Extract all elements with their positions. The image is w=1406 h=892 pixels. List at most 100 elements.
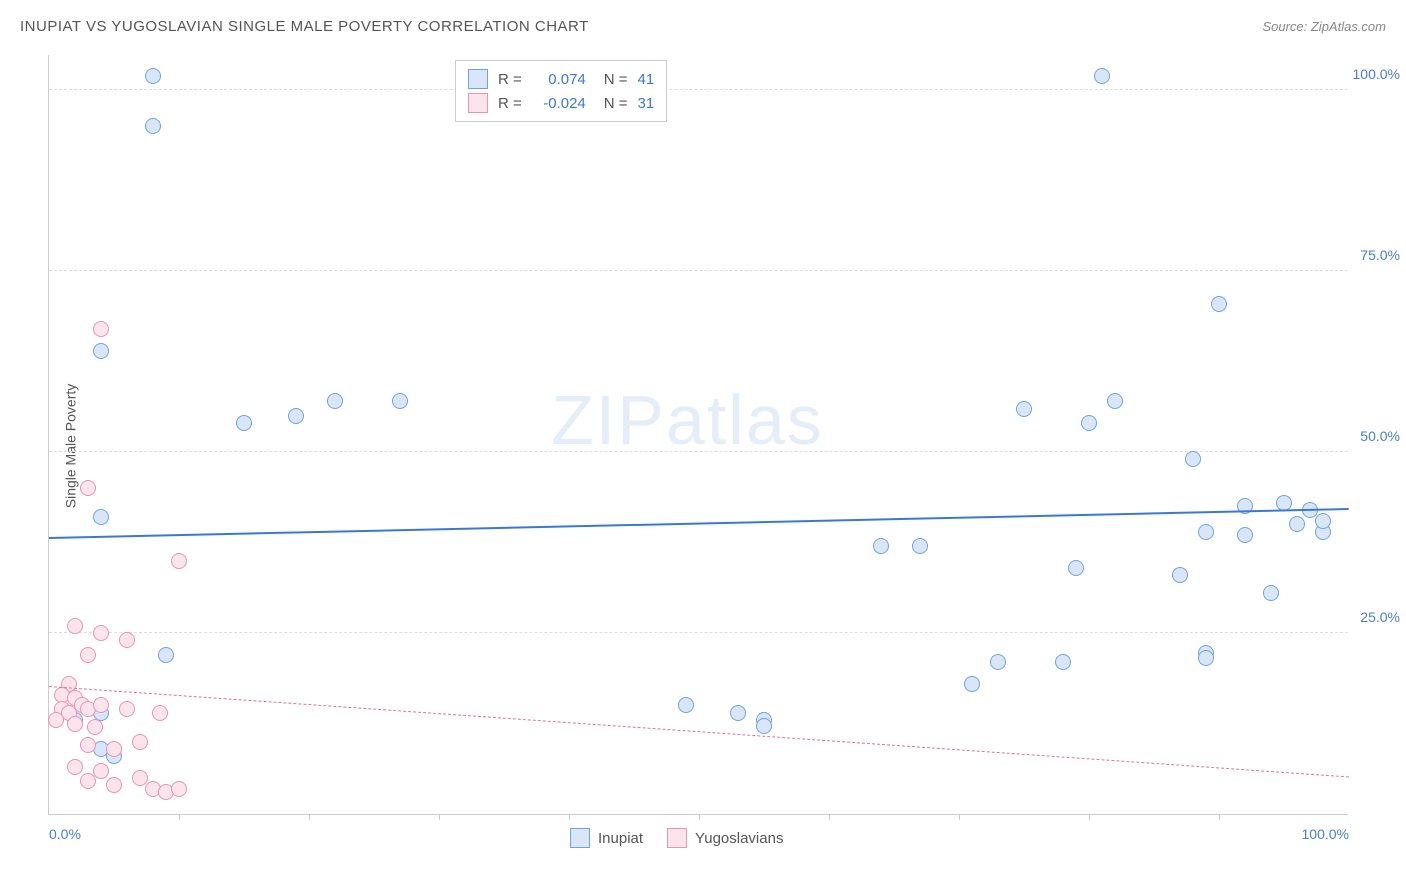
data-point: [912, 538, 928, 554]
data-point: [1016, 401, 1032, 417]
data-point: [1289, 516, 1305, 532]
source-attribution: Source: ZipAtlas.com: [1262, 19, 1386, 34]
data-point: [1172, 567, 1188, 583]
ytick-label: 75.0%: [1360, 247, 1400, 263]
data-point: [67, 618, 83, 634]
r-value: -0.024: [532, 95, 586, 112]
gridline: [49, 451, 1348, 452]
data-point: [756, 718, 772, 734]
ytick-label: 25.0%: [1360, 609, 1400, 625]
data-point: [93, 343, 109, 359]
legend-label: Yugoslavians: [695, 830, 783, 847]
correlation-legend: R = 0.074 N = 41 R = -0.024 N = 31: [455, 60, 667, 122]
data-point: [67, 759, 83, 775]
trend-line: [49, 508, 1349, 539]
data-point: [80, 773, 96, 789]
n-value: 31: [638, 95, 655, 112]
scatter-chart: ZIPatlas 25.0%50.0%75.0%100.0%0.0%100.0%: [48, 55, 1348, 815]
data-point: [158, 647, 174, 663]
data-point: [730, 705, 746, 721]
data-point: [152, 705, 168, 721]
xtick-label: 0.0%: [49, 826, 81, 842]
watermark-bold: ZIP: [551, 381, 666, 459]
data-point: [392, 393, 408, 409]
xtick: [1219, 814, 1220, 820]
legend-item: Yugoslavians: [667, 828, 783, 848]
data-point: [873, 538, 889, 554]
data-point: [145, 68, 161, 84]
data-point: [1094, 68, 1110, 84]
data-point: [93, 697, 109, 713]
data-point: [327, 393, 343, 409]
data-point: [1055, 654, 1071, 670]
xtick-label: 100.0%: [1302, 826, 1349, 842]
watermark-light: atlas: [666, 381, 824, 459]
data-point: [93, 625, 109, 641]
xtick: [959, 814, 960, 820]
xtick: [829, 814, 830, 820]
data-point: [80, 647, 96, 663]
data-point: [990, 654, 1006, 670]
n-label: N =: [604, 95, 628, 112]
watermark: ZIPatlas: [551, 380, 824, 460]
data-point: [1237, 527, 1253, 543]
n-value: 41: [638, 71, 655, 88]
legend-swatch: [468, 69, 488, 89]
data-point: [171, 781, 187, 797]
series-legend: Inupiat Yugoslavians: [570, 828, 783, 848]
source-label: Source:: [1262, 19, 1310, 34]
xtick: [439, 814, 440, 820]
data-point: [106, 741, 122, 757]
chart-header: INUPIAT VS YUGOSLAVIAN SINGLE MALE POVER…: [20, 18, 1386, 35]
data-point: [1198, 524, 1214, 540]
gridline: [49, 89, 1348, 90]
trend-line: [49, 686, 1349, 777]
gridline: [49, 632, 1348, 633]
data-point: [80, 737, 96, 753]
data-point: [132, 734, 148, 750]
data-point: [1081, 415, 1097, 431]
legend-row: R = 0.074 N = 41: [468, 67, 654, 91]
ytick-label: 50.0%: [1360, 428, 1400, 444]
data-point: [87, 719, 103, 735]
data-point: [1315, 513, 1331, 529]
data-point: [48, 712, 64, 728]
data-point: [67, 716, 83, 732]
xtick: [699, 814, 700, 820]
n-label: N =: [604, 71, 628, 88]
source-value: ZipAtlas.com: [1311, 19, 1386, 34]
data-point: [1263, 585, 1279, 601]
legend-swatch: [468, 93, 488, 113]
data-point: [1198, 650, 1214, 666]
legend-item: Inupiat: [570, 828, 643, 848]
data-point: [1068, 560, 1084, 576]
r-label: R =: [498, 71, 522, 88]
data-point: [964, 676, 980, 692]
data-point: [119, 701, 135, 717]
r-value: 0.074: [532, 71, 586, 88]
data-point: [1211, 296, 1227, 312]
chart-title: INUPIAT VS YUGOSLAVIAN SINGLE MALE POVER…: [20, 18, 589, 35]
data-point: [171, 553, 187, 569]
legend-row: R = -0.024 N = 31: [468, 91, 654, 115]
data-point: [236, 415, 252, 431]
data-point: [93, 509, 109, 525]
ytick-label: 100.0%: [1353, 66, 1400, 82]
r-label: R =: [498, 95, 522, 112]
data-point: [119, 632, 135, 648]
xtick: [1089, 814, 1090, 820]
xtick: [569, 814, 570, 820]
legend-swatch: [570, 828, 590, 848]
data-point: [80, 480, 96, 496]
gridline: [49, 270, 1348, 271]
xtick: [309, 814, 310, 820]
xtick: [179, 814, 180, 820]
data-point: [1107, 393, 1123, 409]
data-point: [1185, 451, 1201, 467]
data-point: [93, 321, 109, 337]
data-point: [106, 777, 122, 793]
legend-label: Inupiat: [598, 830, 643, 847]
data-point: [145, 118, 161, 134]
legend-swatch: [667, 828, 687, 848]
data-point: [678, 697, 694, 713]
